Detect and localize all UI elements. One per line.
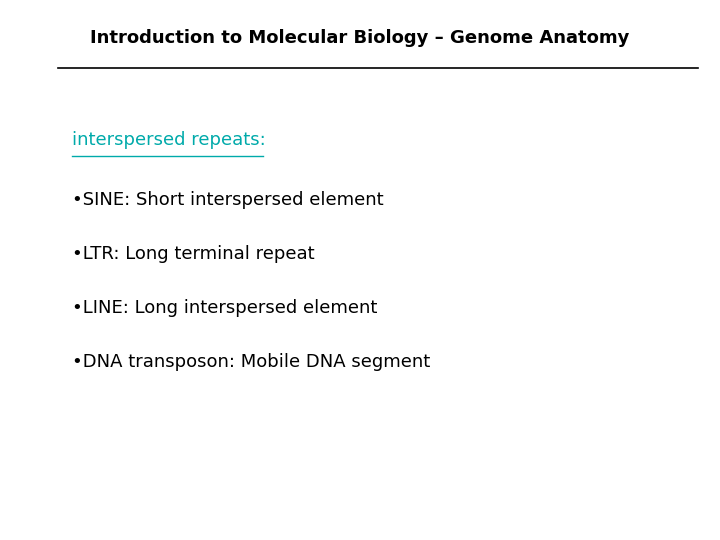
Text: •LTR: Long terminal repeat: •LTR: Long terminal repeat	[72, 245, 315, 263]
Text: Introduction to Molecular Biology – Genome Anatomy: Introduction to Molecular Biology – Geno…	[90, 29, 630, 47]
Text: interspersed repeats:: interspersed repeats:	[72, 131, 266, 150]
Text: •LINE: Long interspersed element: •LINE: Long interspersed element	[72, 299, 377, 317]
Text: •SINE: Short interspersed element: •SINE: Short interspersed element	[72, 191, 384, 209]
Text: •DNA transposon: Mobile DNA segment: •DNA transposon: Mobile DNA segment	[72, 353, 431, 371]
